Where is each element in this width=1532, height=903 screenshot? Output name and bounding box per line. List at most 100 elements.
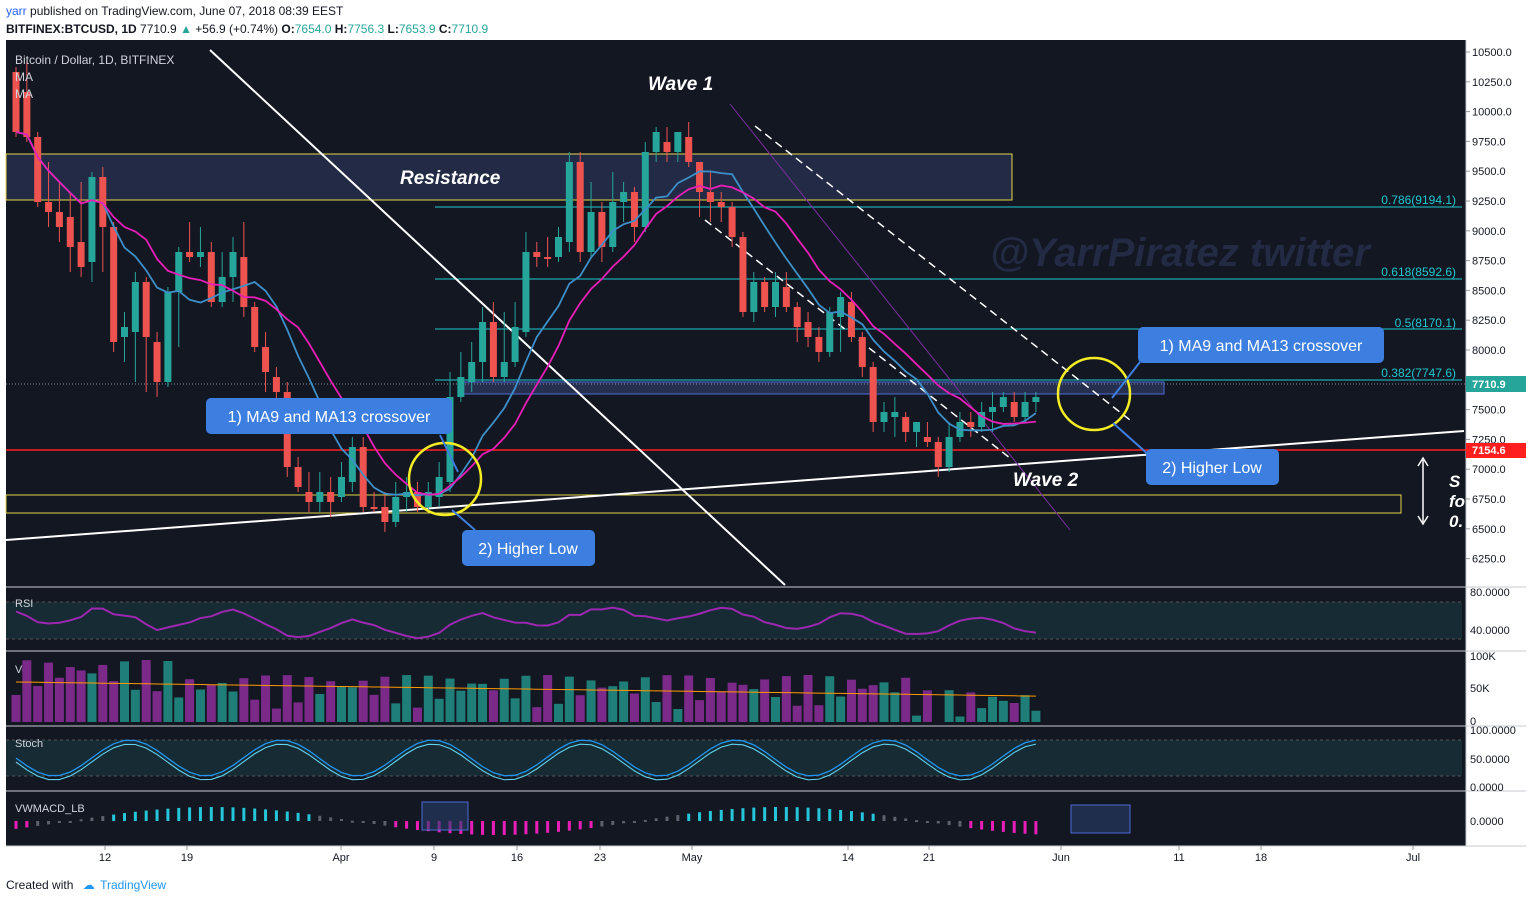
time-tick-label: Apr bbox=[332, 852, 349, 864]
macd-bar bbox=[415, 821, 419, 831]
macd-bar bbox=[296, 812, 300, 821]
rsi-tick-40: 40.0000 bbox=[1470, 625, 1510, 637]
candle-body bbox=[1032, 397, 1040, 402]
ma-legend-2[interactable]: MA bbox=[15, 87, 33, 101]
candle-body bbox=[272, 377, 280, 392]
callout-crossover-2[interactable] bbox=[1138, 327, 1384, 363]
candle-body bbox=[891, 412, 899, 417]
macd-bar bbox=[47, 821, 51, 825]
cutoff-text-3: 0. bbox=[1449, 512, 1463, 531]
volume-bar bbox=[261, 675, 271, 722]
tradingview-logo-icon[interactable]: ☁ bbox=[82, 878, 95, 892]
macd-bar bbox=[123, 813, 126, 821]
stoch-label: Stoch bbox=[15, 738, 43, 750]
macd-bar bbox=[958, 821, 962, 827]
macd-bar bbox=[155, 809, 159, 821]
ma-legend-1[interactable]: MA bbox=[15, 70, 33, 84]
price-change: +56.9 (+0.74%) bbox=[195, 22, 279, 36]
volume-bar bbox=[65, 667, 75, 722]
candle-body bbox=[305, 492, 313, 502]
candlestick-series bbox=[12, 62, 1040, 532]
volume-bar bbox=[803, 675, 813, 722]
macd-bar bbox=[622, 821, 626, 824]
macd-bar bbox=[264, 809, 268, 821]
candle-body bbox=[316, 492, 324, 502]
high-label: H: bbox=[334, 22, 348, 36]
candle-body bbox=[728, 207, 736, 237]
macd-bar bbox=[535, 821, 539, 834]
volume-bar bbox=[640, 677, 650, 722]
macd-bar bbox=[752, 807, 756, 821]
volume-bar bbox=[1009, 703, 1019, 722]
candle-body bbox=[55, 212, 63, 227]
callout-higherlow-2[interactable] bbox=[1146, 449, 1279, 485]
candle-body bbox=[381, 507, 389, 522]
volume-bar bbox=[326, 681, 336, 722]
volume-bar bbox=[228, 691, 238, 722]
macd-bar bbox=[112, 814, 116, 821]
volume-bar bbox=[890, 692, 900, 722]
candle-body bbox=[620, 192, 628, 202]
candle-body bbox=[826, 312, 834, 352]
price-tick-label: 9000.0 bbox=[1472, 226, 1506, 238]
macd-highlight-2[interactable] bbox=[1070, 804, 1131, 834]
candle-body bbox=[327, 492, 335, 502]
volume-bar bbox=[22, 660, 32, 722]
volume-bar bbox=[705, 677, 715, 722]
volume-bar bbox=[380, 676, 390, 722]
highlight-circle-2[interactable] bbox=[1056, 356, 1132, 432]
price-axis[interactable]: 10500.0 10250.0 10000.0 9750.0 9500.0 9250.0 9… bbox=[1466, 47, 1512, 566]
macd-bar bbox=[307, 814, 311, 821]
candle-body bbox=[121, 327, 128, 337]
candle-body bbox=[685, 137, 693, 162]
candle-body bbox=[251, 307, 259, 347]
candle-body bbox=[858, 337, 866, 367]
macd-bar bbox=[980, 821, 984, 830]
moving-average-lines bbox=[15, 131, 1037, 497]
candle-body bbox=[576, 162, 584, 252]
low-value: 7653.9 bbox=[398, 22, 436, 36]
candle-body bbox=[262, 347, 270, 372]
price-tick-label: 8000.0 bbox=[1472, 345, 1506, 357]
created-with-text: Created with bbox=[6, 878, 74, 892]
callout-crossover-1[interactable] bbox=[206, 398, 452, 434]
macd-bar bbox=[795, 807, 799, 821]
candle-body bbox=[207, 252, 215, 302]
volume-bar bbox=[922, 690, 932, 722]
chart-canvas[interactable]: @YarrPiratez twitter Resistance 0.786(91… bbox=[0, 40, 1532, 868]
downtrend-line[interactable] bbox=[209, 49, 786, 586]
volume-bar bbox=[412, 707, 422, 722]
macd-bar bbox=[285, 811, 289, 821]
macd-bar bbox=[198, 807, 202, 821]
price-tick-label: 9500.0 bbox=[1472, 166, 1506, 178]
last-price-tag bbox=[1466, 376, 1526, 392]
macd-highlight-1[interactable] bbox=[421, 801, 469, 831]
candle-body bbox=[457, 377, 465, 397]
volume-bar bbox=[434, 698, 444, 722]
rsi-label: RSI bbox=[15, 598, 33, 610]
resistance-zone[interactable] bbox=[5, 153, 1013, 201]
candle-body bbox=[359, 447, 367, 507]
author-link[interactable]: yarr bbox=[6, 4, 27, 18]
time-tick-label: 16 bbox=[511, 852, 523, 864]
candle-body bbox=[468, 362, 476, 382]
support-zone[interactable] bbox=[5, 494, 1402, 514]
callout-higherlow-1[interactable] bbox=[462, 530, 595, 566]
candle-body bbox=[186, 252, 194, 257]
volume-bar bbox=[217, 682, 227, 722]
macd-bar bbox=[481, 821, 485, 835]
volume-bar bbox=[662, 675, 672, 722]
candle-body bbox=[978, 412, 986, 427]
candle-body bbox=[902, 417, 910, 432]
volume-bar bbox=[499, 678, 509, 722]
macd-bar bbox=[1023, 821, 1027, 834]
tradingview-brand-link[interactable]: TradingView bbox=[100, 878, 167, 892]
candle-body bbox=[392, 497, 400, 522]
rsi-band bbox=[6, 602, 1462, 639]
callout-crossover-1-text: 1) MA9 and MA13 crossover bbox=[228, 409, 431, 426]
cutoff-text-1: S bbox=[1449, 472, 1461, 491]
time-axis[interactable]: 12 19 Apr 9 16 23 May 14 21 Jun 11 18 Jul bbox=[99, 846, 1420, 864]
volume-bar bbox=[554, 703, 563, 722]
channel-line[interactable] bbox=[729, 103, 1071, 531]
price-tick-label: 7000.0 bbox=[1472, 464, 1506, 476]
